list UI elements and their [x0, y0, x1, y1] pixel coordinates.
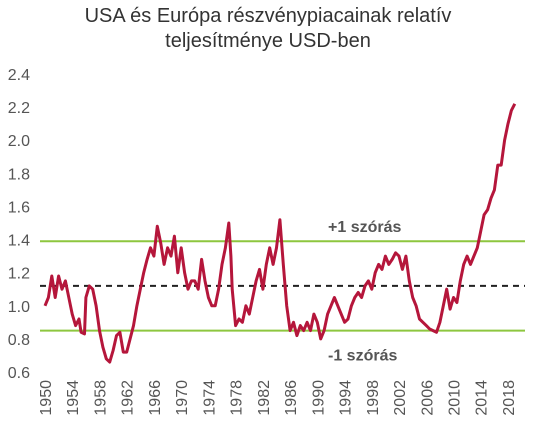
y-tick-label: 0.6 — [8, 365, 30, 382]
y-tick-label: 1.4 — [8, 233, 30, 250]
y-tick-label: 1.8 — [8, 166, 30, 183]
x-tick-label: 1986 — [283, 380, 300, 416]
x-tick-label: 1970 — [174, 380, 191, 416]
x-tick-label: 1954 — [65, 380, 82, 416]
x-tick-label: 2010 — [447, 380, 464, 416]
x-tick-label: 1978 — [229, 380, 246, 416]
y-tick-label: 2.2 — [8, 100, 30, 117]
reference-label: +1 szórás — [328, 219, 401, 236]
x-tick-label: 2014 — [474, 380, 491, 416]
x-tick-label: 1974 — [201, 380, 218, 416]
y-tick-label: 1.2 — [8, 266, 30, 283]
chart-title: USA és Európa részvénypiacainak relatív … — [84, 5, 452, 52]
data-line — [43, 103, 517, 364]
x-tick-label: 1950 — [38, 380, 55, 416]
x-tick-label: 2018 — [501, 380, 518, 416]
y-tick-label: 1.0 — [8, 299, 30, 316]
y-tick-label: 0.8 — [8, 332, 30, 349]
x-tick-label: 1994 — [338, 380, 355, 416]
reference-label: -1 szórás — [328, 348, 397, 365]
y-tick-label: 2.0 — [8, 133, 30, 150]
x-tick-label: 1990 — [310, 380, 327, 416]
x-tick-label: 2006 — [419, 380, 436, 416]
x-tick-label: 1982 — [256, 380, 273, 416]
x-tick-label: 1962 — [120, 380, 137, 416]
x-tick-label: 1998 — [365, 380, 382, 416]
y-tick-label: 2.4 — [8, 67, 30, 84]
x-tick-label: 1966 — [147, 380, 164, 416]
y-tick-label: 1.6 — [8, 199, 30, 216]
x-tick-label: 2002 — [392, 380, 409, 416]
x-tick-label: 1958 — [92, 380, 109, 416]
